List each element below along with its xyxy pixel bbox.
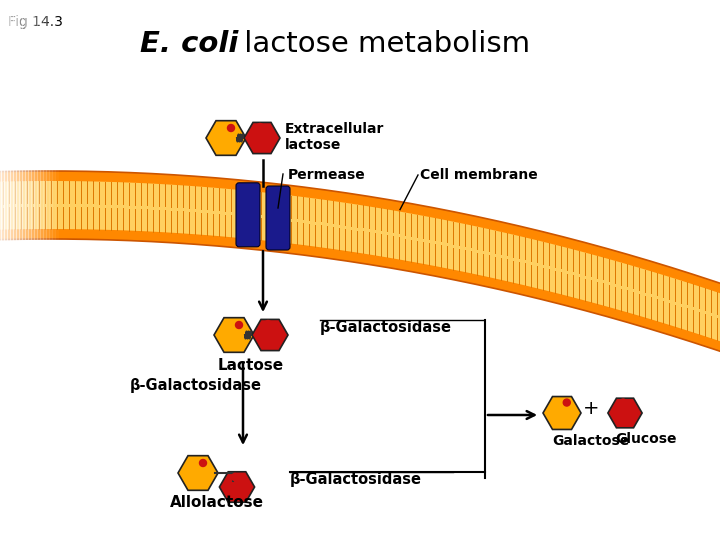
Text: β-Galactosidase: β-Galactosidase: [290, 472, 422, 487]
Circle shape: [563, 399, 570, 406]
FancyBboxPatch shape: [266, 186, 290, 250]
Circle shape: [256, 124, 264, 131]
Text: E. coli: E. coli: [140, 30, 238, 58]
Circle shape: [199, 460, 207, 467]
Text: Galactose: Galactose: [552, 434, 629, 448]
Circle shape: [228, 125, 235, 132]
Text: β-Galactosidase: β-Galactosidase: [130, 378, 262, 393]
Text: Cell membrane: Cell membrane: [420, 168, 538, 182]
Polygon shape: [220, 472, 255, 502]
Polygon shape: [206, 120, 246, 156]
Polygon shape: [214, 318, 254, 352]
Text: Extracellular
lactose: Extracellular lactose: [285, 122, 384, 152]
Polygon shape: [178, 456, 218, 490]
Polygon shape: [252, 320, 288, 350]
Text: Permease: Permease: [288, 168, 366, 182]
Polygon shape: [0, 171, 720, 351]
Polygon shape: [244, 123, 280, 153]
Polygon shape: [0, 181, 720, 341]
Text: Lactose: Lactose: [218, 358, 284, 373]
Circle shape: [232, 474, 238, 481]
Circle shape: [620, 399, 626, 406]
Polygon shape: [543, 396, 581, 429]
Text: Fig 14.3: Fig 14.3: [8, 15, 63, 29]
FancyBboxPatch shape: [236, 183, 260, 247]
Text: lactose metabolism: lactose metabolism: [235, 30, 530, 58]
Circle shape: [264, 321, 271, 327]
Text: β-Galactosidase: β-Galactosidase: [320, 320, 452, 335]
Text: Glucose: Glucose: [615, 432, 677, 446]
Circle shape: [235, 321, 243, 328]
Text: +: +: [583, 399, 600, 417]
Polygon shape: [608, 398, 642, 428]
Text: Allolactose: Allolactose: [170, 495, 264, 510]
